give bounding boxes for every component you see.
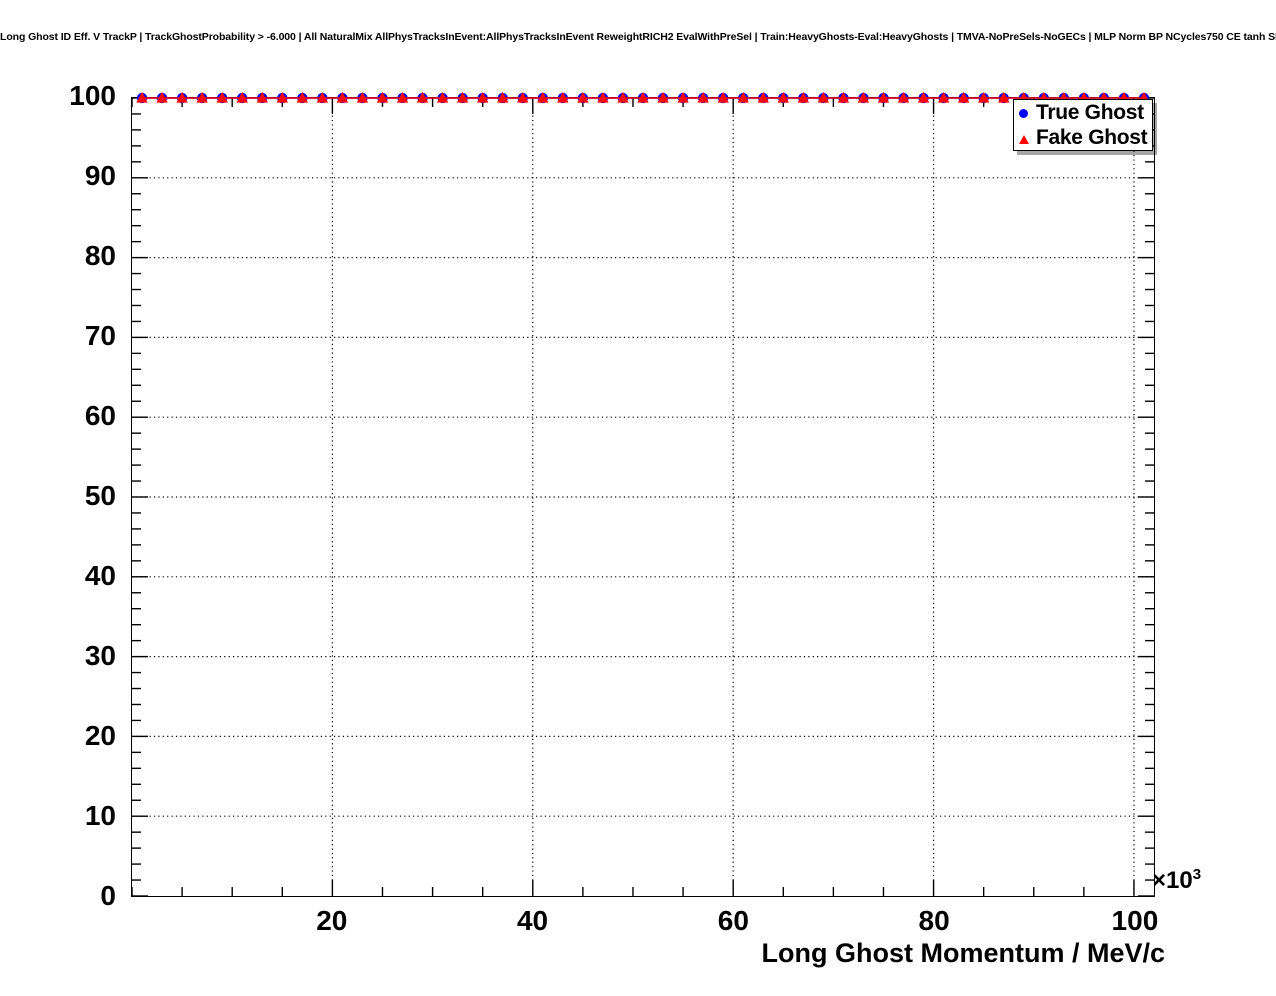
data-point-triangle — [837, 91, 850, 103]
data-point-triangle — [256, 91, 268, 103]
data-point-triangle — [156, 91, 168, 103]
data-point-triangle — [797, 91, 810, 103]
data-point-triangle — [717, 91, 729, 103]
legend-label-fake-ghost: Fake Ghost — [1036, 126, 1148, 149]
legend-box[interactable]: True Ghost Fake Ghost — [1013, 99, 1153, 151]
y-tick-label: 10 — [84, 800, 116, 831]
plot-title: Long Ghost ID Eff. V TrackP | TrackGhost… — [0, 31, 1276, 43]
data-point-triangle — [677, 91, 689, 103]
data-point-triangle — [176, 91, 188, 103]
data-point-triangle — [977, 91, 990, 103]
data-point-triangle — [216, 91, 228, 103]
series-fake-ghost — [136, 91, 1150, 103]
triangle-marker-icon — [1014, 125, 1036, 151]
data-point-triangle — [817, 91, 830, 103]
legend-entry-fake-ghost[interactable]: Fake Ghost — [1014, 125, 1154, 151]
plot-frame — [131, 91, 1155, 897]
x-tick-label: 80 — [918, 905, 950, 936]
data-point-triangle — [136, 91, 148, 103]
data-point-triangle — [937, 91, 950, 103]
data-point-triangle — [537, 91, 549, 103]
data-point-triangle — [857, 91, 870, 103]
x-axis-title: Long Ghost Momentum / MeV/c — [761, 938, 1166, 968]
x-axis-exponent: ×103 — [1152, 866, 1201, 895]
data-point-triangle — [336, 91, 349, 103]
data-point-triangle — [657, 91, 669, 103]
data-point-triangle — [396, 91, 409, 103]
y-tick-label: 70 — [84, 320, 116, 351]
data-point-triangle — [517, 91, 529, 103]
y-tick-label: 90 — [84, 160, 116, 191]
data-point-triangle — [356, 91, 369, 103]
y-tick-label: 20 — [84, 720, 116, 751]
data-point-triangle — [196, 91, 208, 103]
data-point-triangle — [877, 91, 890, 103]
data-point-triangle — [998, 91, 1010, 103]
data-point-triangle — [637, 91, 649, 103]
data-point-triangle — [897, 91, 910, 103]
data-point-triangle — [276, 91, 288, 103]
x-tick-label: 40 — [516, 905, 549, 936]
data-point-triangle — [376, 91, 389, 103]
data-point-triangle — [757, 91, 769, 103]
legend-label-true-ghost: True Ghost — [1036, 101, 1144, 124]
data-point-triangle — [737, 91, 749, 103]
y-tick-label: 40 — [84, 560, 116, 591]
data-point-triangle — [497, 91, 509, 103]
y-tick-label: 60 — [84, 400, 116, 431]
data-point-triangle — [236, 91, 248, 103]
data-points-layer — [136, 91, 1150, 104]
data-point-triangle — [436, 91, 449, 103]
data-point-triangle — [476, 91, 489, 103]
data-point-triangle — [777, 91, 789, 103]
data-point-triangle — [456, 91, 469, 103]
x-tick-label: 100 — [1111, 905, 1159, 936]
data-point-triangle — [416, 91, 429, 103]
data-point-triangle — [557, 91, 569, 103]
data-point-triangle — [296, 91, 309, 103]
data-point-triangle — [617, 91, 629, 103]
x-exponent-base: ×10 — [1152, 867, 1193, 894]
data-point-triangle — [697, 91, 709, 103]
data-point-triangle — [577, 91, 589, 103]
legend-entry-true-ghost[interactable]: True Ghost — [1014, 100, 1154, 126]
y-tick-label: 0 — [100, 880, 116, 911]
data-point-triangle — [597, 91, 609, 103]
x-exponent-power: 3 — [1192, 866, 1202, 883]
data-point-triangle — [957, 91, 970, 103]
y-tick-label: 50 — [84, 480, 116, 511]
y-tick-label: 30 — [84, 640, 116, 671]
data-point-triangle — [917, 91, 930, 103]
y-tick-label: 100 — [69, 80, 116, 111]
x-tick-label: 60 — [717, 905, 749, 936]
x-tick-label: 20 — [316, 905, 348, 936]
data-point-triangle — [316, 91, 329, 103]
circle-marker-icon — [1014, 100, 1036, 126]
y-tick-label: 80 — [84, 240, 116, 271]
